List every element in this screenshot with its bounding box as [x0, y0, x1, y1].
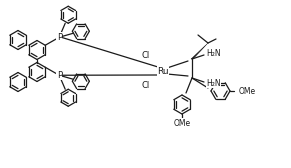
Text: P: P — [57, 71, 62, 80]
Text: P: P — [57, 33, 62, 42]
Text: H₂N: H₂N — [206, 78, 221, 88]
Text: Cl: Cl — [142, 80, 150, 90]
Text: H₂N: H₂N — [206, 50, 221, 58]
Text: OMe: OMe — [239, 87, 256, 95]
Text: Ru: Ru — [157, 67, 169, 75]
Polygon shape — [191, 43, 208, 59]
Text: OMe: OMe — [173, 118, 191, 128]
Text: Cl: Cl — [142, 52, 150, 60]
